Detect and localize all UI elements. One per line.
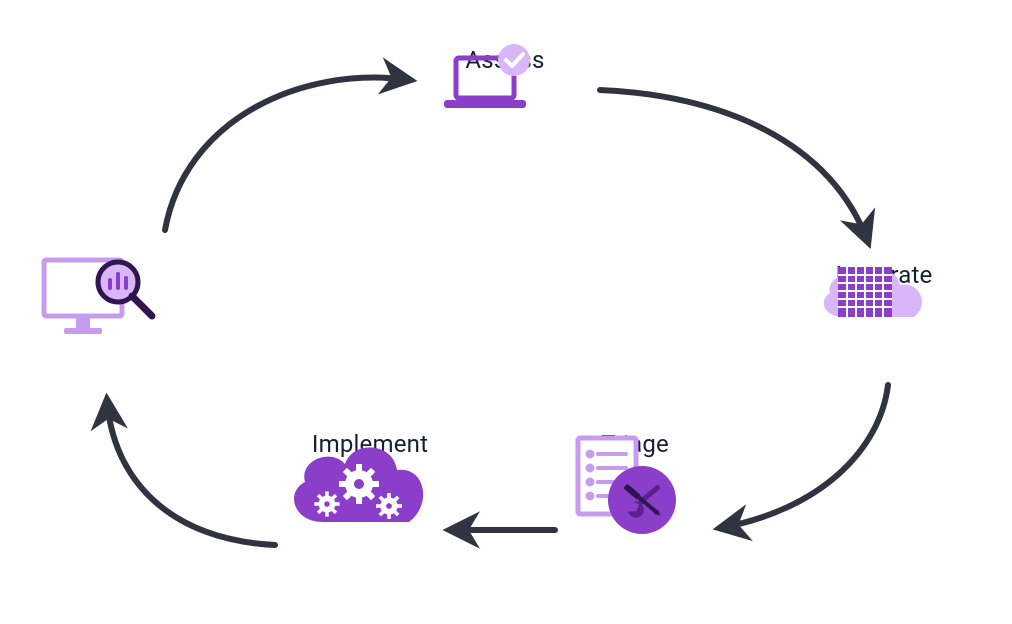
node-implement: Implement	[275, 430, 465, 464]
cloud-grid-icon	[804, 255, 944, 340]
edge-implement-monitor	[107, 400, 275, 545]
edge-integrate-triage	[720, 385, 888, 528]
node-monitor: Monitor	[36, 250, 196, 284]
node-assess: Assess	[430, 40, 580, 74]
node-triage: Triage	[560, 430, 710, 464]
doc-tools-icon	[560, 430, 690, 540]
monitor-chart-icon	[36, 250, 166, 345]
laptop-check-icon	[430, 40, 540, 120]
edge-monitor-assess	[165, 78, 410, 230]
edge-assess-integrate	[600, 90, 868, 242]
node-integrate: Integrate	[804, 255, 964, 289]
cycle-diagram: Assess Integrate Triage	[0, 0, 1012, 624]
cloud-gears-icon	[275, 430, 435, 540]
